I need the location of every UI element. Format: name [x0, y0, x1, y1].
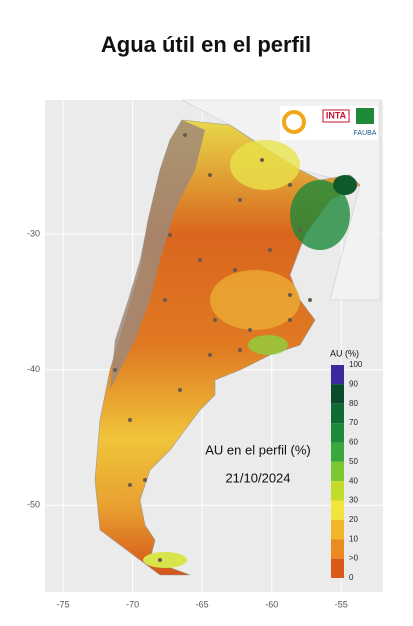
y-tick-label: -40 — [27, 364, 40, 374]
x-tick-label: -55 — [335, 599, 348, 609]
x-tick-label: -60 — [265, 599, 278, 609]
legend-swatch — [331, 500, 344, 520]
stations — [113, 133, 312, 562]
date: 21/10/2024 — [225, 470, 290, 485]
logos: INTA FAUBA — [280, 106, 378, 140]
logo-icon — [282, 110, 306, 134]
title: Agua útil en el perfil — [101, 32, 311, 57]
legend-label: 70 — [349, 418, 358, 427]
andes-no-data — [110, 120, 205, 390]
legend-label: 20 — [349, 515, 358, 524]
logo-text: FAUBA — [354, 130, 377, 137]
y-tick-label: -30 — [27, 229, 40, 239]
legend-label: 90 — [349, 379, 358, 388]
legend-swatch — [331, 558, 344, 578]
x-tick-label: -75 — [57, 599, 70, 609]
legend-label: 30 — [349, 496, 358, 505]
legend-swatch — [331, 384, 344, 404]
logo-icon — [322, 109, 350, 123]
y-tick-label: -50 — [27, 500, 40, 510]
legend-label: 100 — [349, 360, 363, 369]
moist-area — [230, 140, 300, 190]
moist-area — [210, 270, 300, 330]
legend-label: 60 — [349, 438, 358, 447]
legend-swatch — [331, 539, 344, 559]
logo-icon — [356, 108, 374, 124]
x-tick-label: -70 — [126, 599, 139, 609]
wet-area — [290, 180, 350, 250]
wet-area — [333, 175, 357, 195]
annotation: AU en el perfil (%) — [205, 442, 310, 457]
legend-label: 50 — [349, 457, 358, 466]
legend-swatch — [331, 403, 344, 424]
legend-label: >0 — [349, 554, 359, 563]
legend-label: 0 — [349, 573, 354, 582]
legend-swatch — [331, 365, 344, 385]
x-tick-label: -65 — [196, 599, 209, 609]
moist-area — [143, 552, 187, 568]
legend-title: AU (%) — [330, 348, 359, 358]
legend-swatch — [331, 423, 344, 443]
legend-swatch — [331, 461, 344, 482]
legend-label: 10 — [349, 534, 358, 543]
moist-area — [248, 335, 288, 355]
legend-swatch — [331, 481, 344, 501]
legend-swatch — [331, 442, 344, 462]
logo-text: INTA — [326, 110, 347, 120]
legend-label: 80 — [349, 399, 358, 408]
legend-label: 40 — [349, 476, 358, 485]
legend-swatch — [331, 519, 344, 540]
